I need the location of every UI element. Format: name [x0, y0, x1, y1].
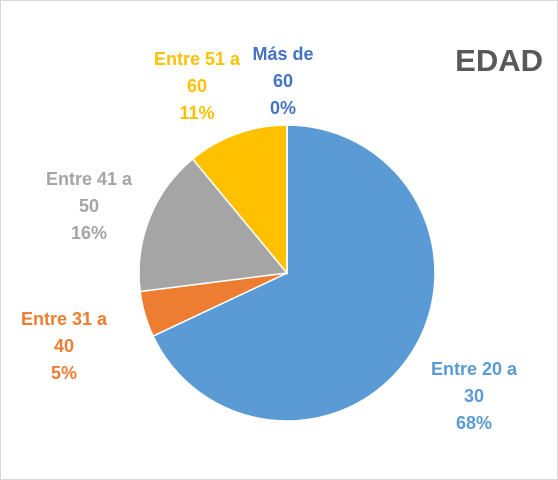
data-label: Entre 31 a 40 5% [18, 306, 110, 387]
data-label: Entre 41 a 50 16% [43, 166, 135, 247]
chart-title: EDAD [455, 43, 543, 78]
category-label: Entre 20 a 30 [430, 359, 518, 406]
category-label: Más de 60 [252, 44, 314, 91]
data-label: Entre 20 a 30 68% [428, 356, 520, 437]
value-label: 5% [50, 363, 77, 383]
pie-slice [191, 124, 288, 276]
pie-slice [138, 157, 289, 293]
value-label: 11% [179, 103, 215, 123]
data-label: Entre 51 a 60 11% [151, 46, 243, 127]
category-label: Entre 51 a 60 [153, 49, 241, 96]
data-label: Más de 60 0% [250, 41, 316, 122]
value-label: 68% [455, 413, 493, 433]
value-label: 0% [269, 98, 296, 118]
category-label: Entre 31 a 40 [20, 309, 108, 356]
pie-slice [152, 124, 436, 422]
value-label: 16% [70, 223, 108, 243]
category-label: Entre 41 a 50 [45, 169, 133, 216]
